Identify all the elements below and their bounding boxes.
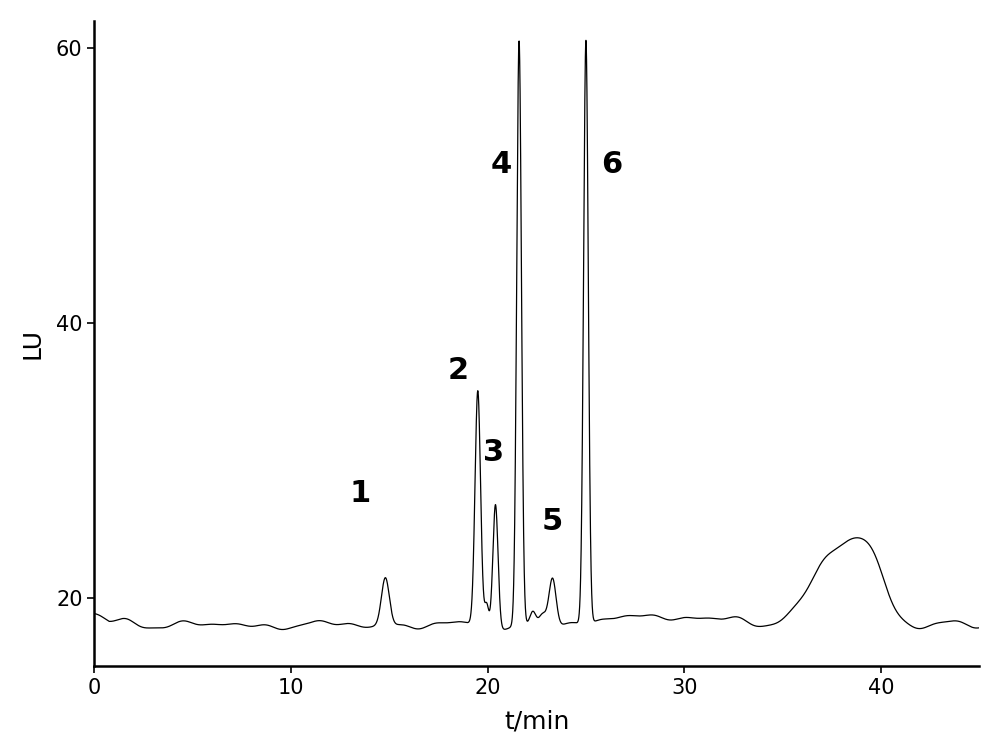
Text: 5: 5 bbox=[542, 507, 563, 536]
Text: 6: 6 bbox=[601, 150, 622, 179]
Y-axis label: LU: LU bbox=[21, 328, 45, 359]
Text: 3: 3 bbox=[483, 438, 504, 467]
Text: 2: 2 bbox=[448, 356, 469, 385]
Text: 4: 4 bbox=[491, 150, 512, 179]
Text: 1: 1 bbox=[349, 480, 370, 508]
X-axis label: t/min: t/min bbox=[504, 710, 569, 733]
